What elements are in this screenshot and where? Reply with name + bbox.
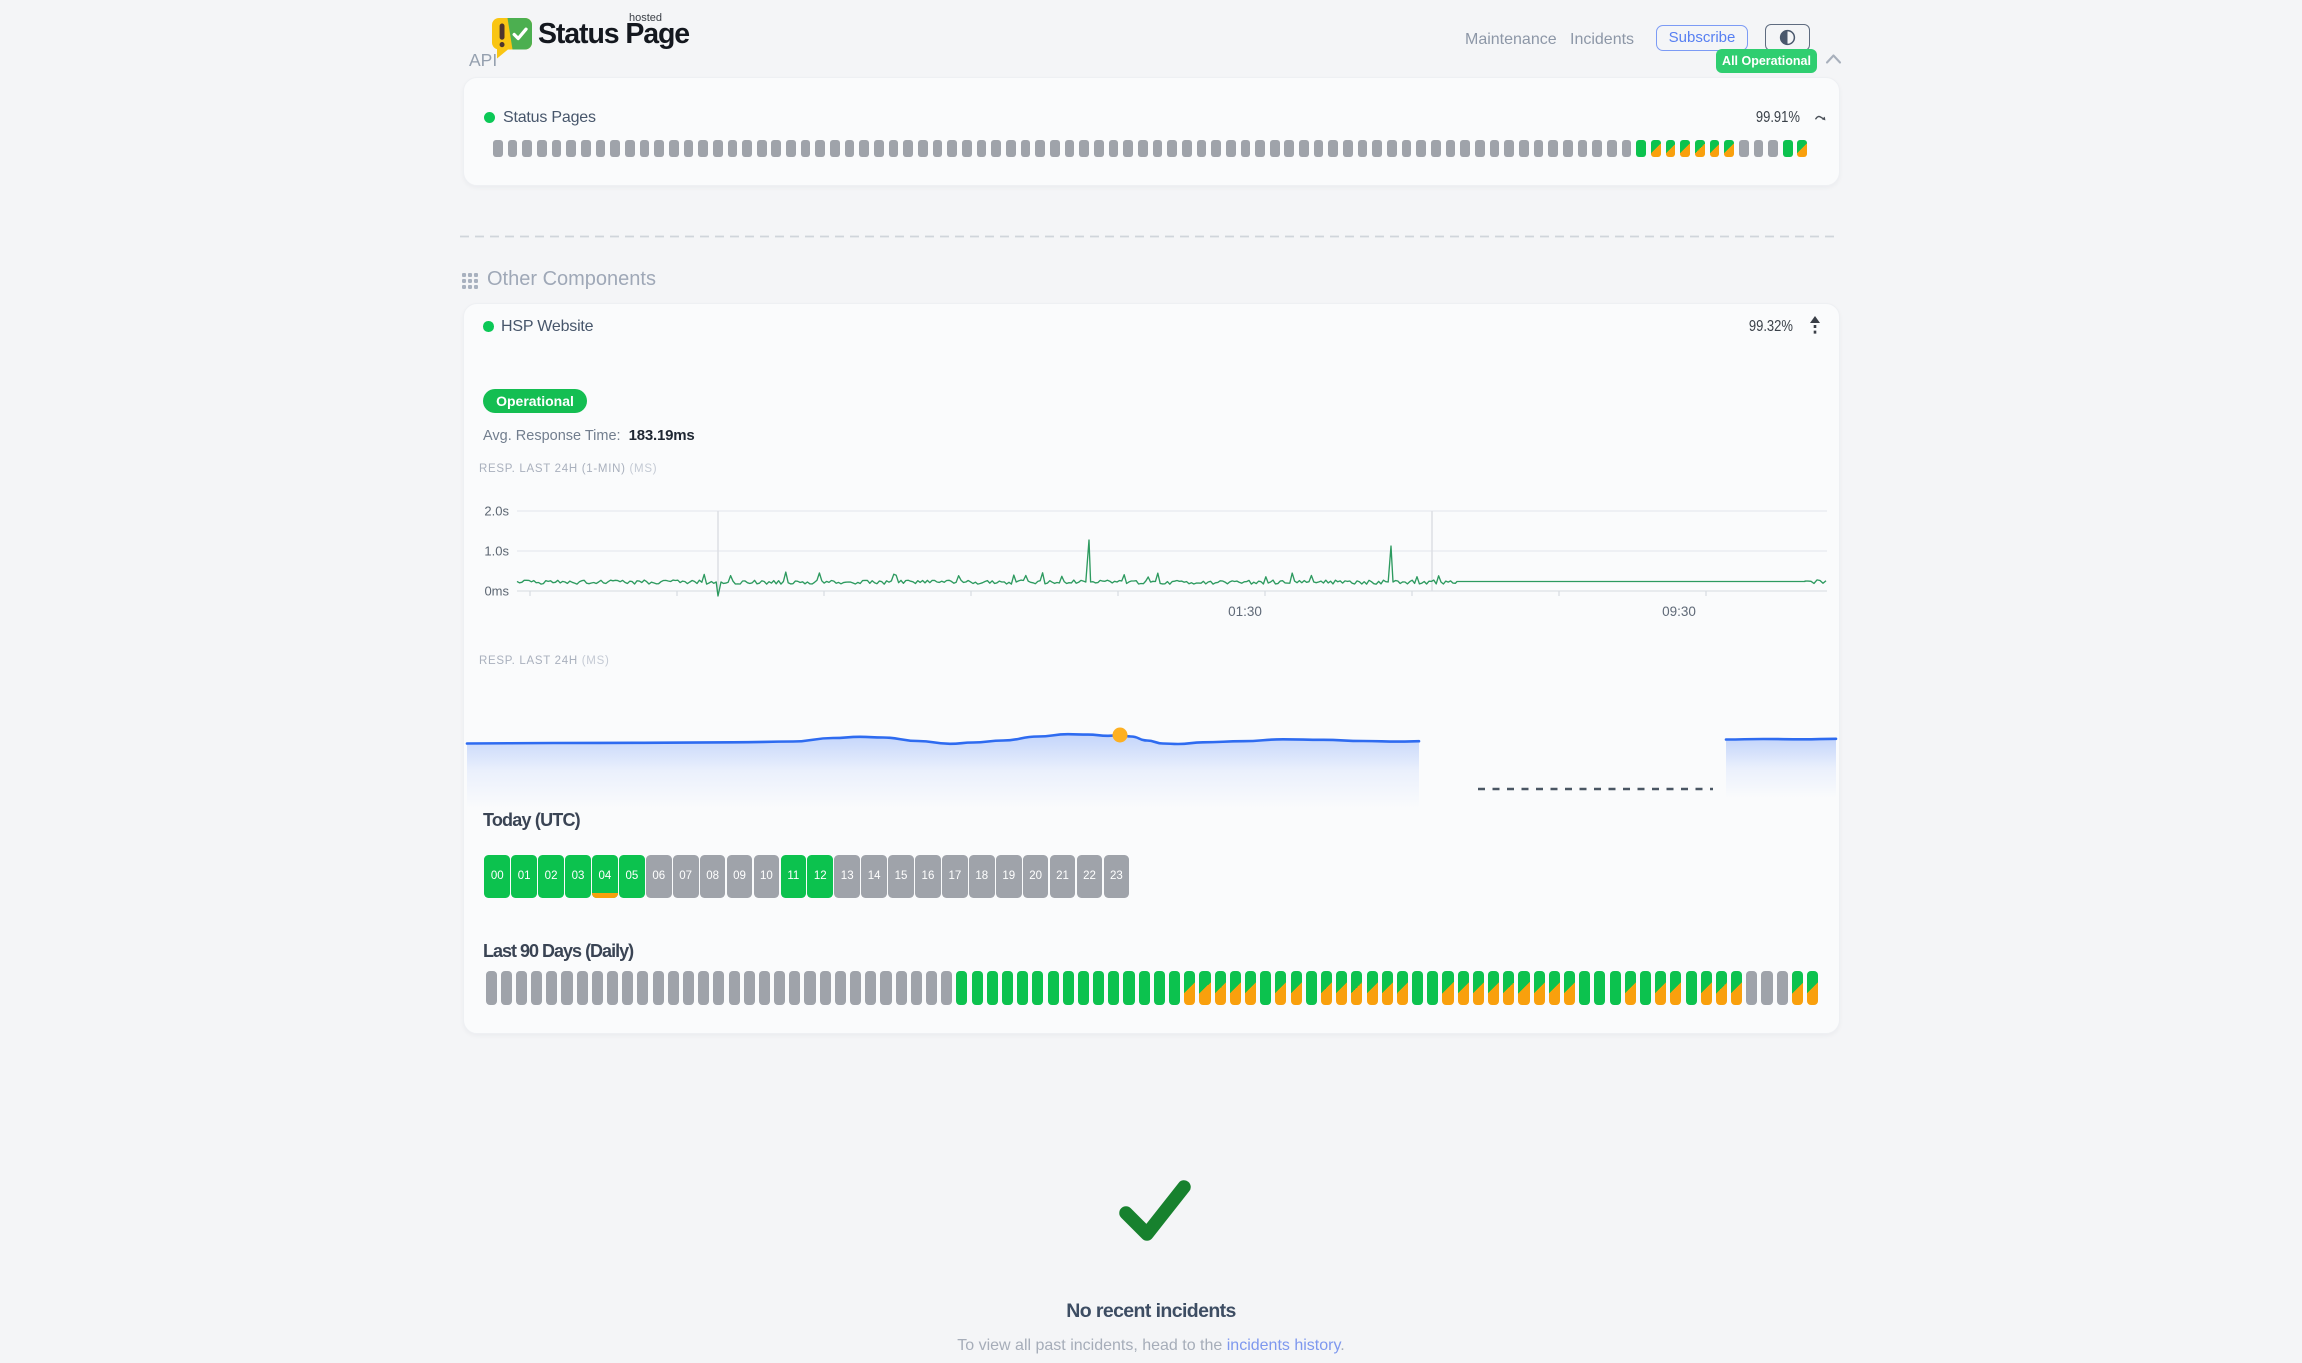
svg-text:09:30: 09:30 <box>1662 604 1696 619</box>
svg-text:01:30: 01:30 <box>1228 604 1262 619</box>
svg-text:2.0s: 2.0s <box>484 504 509 519</box>
svg-text:0ms: 0ms <box>484 584 509 599</box>
svg-text:1.0s: 1.0s <box>484 544 509 559</box>
